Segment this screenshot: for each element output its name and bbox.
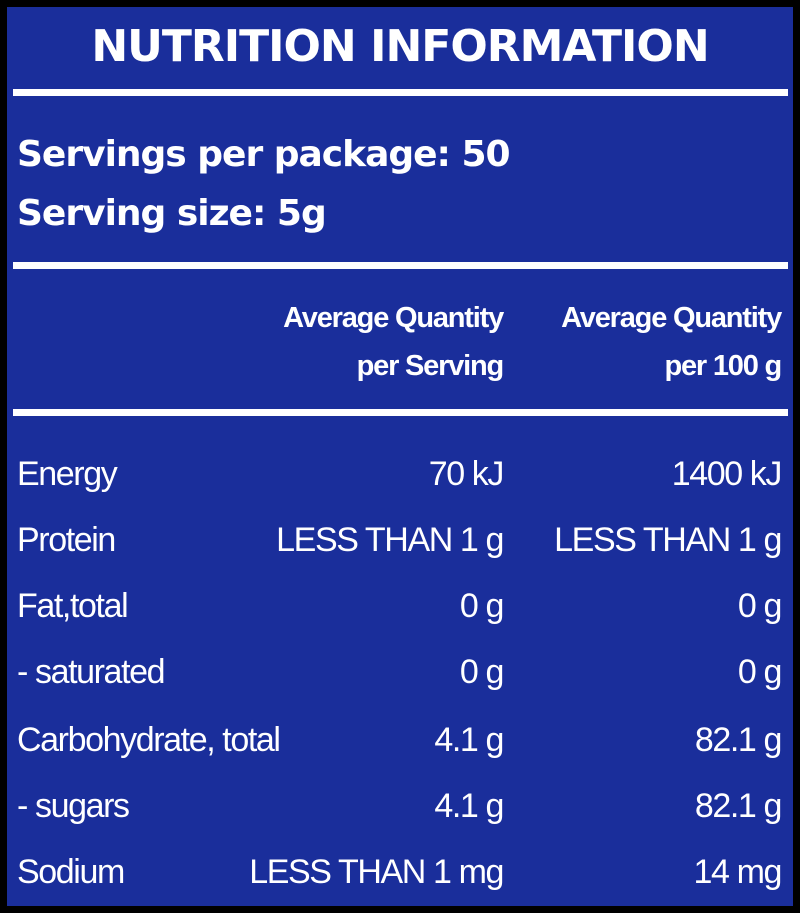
per-serving-value: 70 kJ xyxy=(428,455,505,493)
per-100g-value: 0 g xyxy=(737,587,782,625)
nutrient-row-protein: Protein LESS THAN 1 g LESS THAN 1 g xyxy=(7,513,793,567)
nutrient-row-sodium: Sodium LESS THAN 1 mg 14 mg xyxy=(7,845,793,899)
per-serving-value: LESS THAN 1 g xyxy=(276,521,504,559)
column-header-per-100g-line1: Average Quantity xyxy=(561,302,782,334)
nutrient-label: Energy xyxy=(17,455,118,493)
column-header-per-serving-line1: Average Quantity xyxy=(283,302,504,334)
serving-size: Serving size: 5g xyxy=(17,193,327,234)
per-100g-value: 1400 kJ xyxy=(671,455,783,493)
per-100g-value: 0 g xyxy=(737,653,782,691)
nutrient-label: Sodium xyxy=(17,853,125,891)
nutrient-row-carbohydrate-total: Carbohydrate, total 4.1 g 82.1 g xyxy=(7,713,793,767)
per-serving-value: 4.1 g xyxy=(434,721,504,759)
divider-header xyxy=(13,409,788,416)
per-serving-value: LESS THAN 1 mg xyxy=(249,853,504,891)
nutrient-row-energy: Energy 70 kJ 1400 kJ xyxy=(7,447,793,501)
nutrient-label: Carbohydrate, total xyxy=(17,721,281,759)
per-100g-value: 82.1 g xyxy=(694,787,783,825)
per-serving-value: 0 g xyxy=(459,587,504,625)
nutrient-label: Fat,total xyxy=(17,587,129,625)
per-100g-value: 82.1 g xyxy=(694,721,783,759)
nutrient-row-sugars: - sugars 4.1 g 82.1 g xyxy=(7,779,793,833)
divider-top xyxy=(13,89,788,96)
servings-per-package: Servings per package: 50 xyxy=(17,134,511,175)
per-serving-value: 4.1 g xyxy=(434,787,504,825)
per-100g-value: LESS THAN 1 g xyxy=(554,521,782,559)
nutrient-row-saturated: - saturated 0 g 0 g xyxy=(7,645,793,699)
nutrient-label: - saturated xyxy=(17,653,166,691)
nutrient-row-fat-total: Fat,total 0 g 0 g xyxy=(7,579,793,633)
column-header-per-serving-line2: per Serving xyxy=(356,350,505,382)
per-100g-value: 14 mg xyxy=(693,853,783,891)
nutrition-panel: NUTRITION INFORMATION Servings per packa… xyxy=(7,7,793,906)
per-serving-value: 0 g xyxy=(459,653,504,691)
column-header-per-100g-line2: per 100 g xyxy=(664,350,782,382)
nutrient-label: Protein xyxy=(17,521,116,559)
nutrient-label: - sugars xyxy=(17,787,130,825)
divider-servings xyxy=(13,262,788,269)
panel-title: NUTRITION INFORMATION xyxy=(91,21,709,72)
